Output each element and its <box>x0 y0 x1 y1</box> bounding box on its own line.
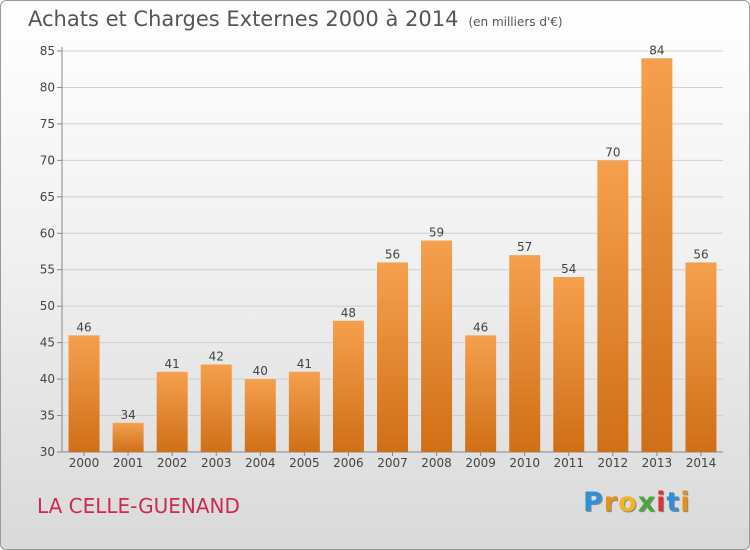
bar-value-label: 46 <box>76 320 91 334</box>
bar-value-label: 84 <box>649 43 664 57</box>
chart-title-text: Achats et Charges Externes 2000 à 2014 <box>28 7 459 31</box>
bar <box>332 320 364 452</box>
y-tick-label: 75 <box>40 117 55 131</box>
y-tick-label: 85 <box>40 44 55 58</box>
bar-value-label: 34 <box>120 408 135 422</box>
logo-letter: o <box>618 487 638 518</box>
y-tick-label: 35 <box>40 409 55 423</box>
bar <box>553 277 585 452</box>
x-tick-label: 2011 <box>553 456 584 470</box>
logo-letter: x <box>637 487 657 518</box>
x-tick-label: 2013 <box>642 456 673 470</box>
bar <box>156 371 188 452</box>
bar-value-label: 70 <box>605 145 620 159</box>
y-tick-label: 65 <box>40 190 55 204</box>
bar-value-label: 59 <box>429 226 444 240</box>
bar-value-label: 41 <box>165 357 180 371</box>
bar-value-label: 46 <box>473 320 488 334</box>
y-tick-label: 50 <box>40 299 55 313</box>
bar <box>377 262 408 452</box>
logo-letter: r <box>603 487 619 518</box>
y-tick-label: 55 <box>40 263 55 277</box>
x-tick-label: 2008 <box>421 456 452 470</box>
bar-value-label: 42 <box>209 350 224 364</box>
bar-value-label: 41 <box>297 357 312 371</box>
x-tick-label: 2014 <box>686 456 717 470</box>
bar-value-label: 57 <box>517 240 532 254</box>
x-tick-label: 2000 <box>69 456 100 470</box>
bar <box>597 160 629 452</box>
x-tick-label: 2004 <box>245 456 276 470</box>
bar <box>509 255 541 452</box>
x-tick-label: 2010 <box>509 456 540 470</box>
y-tick-label: 40 <box>40 372 55 386</box>
bar <box>112 422 144 452</box>
bar-value-label: 56 <box>385 247 400 261</box>
x-tick-label: 2002 <box>157 456 188 470</box>
commune-name: LA CELLE-GUENAND <box>37 494 240 518</box>
y-tick-label: 60 <box>40 226 55 240</box>
bar <box>244 379 276 452</box>
chart-subtitle: (en milliers d'€) <box>468 15 563 29</box>
bar-value-label: 54 <box>561 262 576 276</box>
logo-letter: P <box>583 487 604 518</box>
logo-letter: t <box>666 487 681 518</box>
bar-value-label: 56 <box>693 247 708 261</box>
x-tick-label: 2001 <box>113 456 144 470</box>
bar-value-label: 40 <box>253 364 268 378</box>
x-tick-label: 2003 <box>201 456 232 470</box>
y-tick-label: 30 <box>40 445 55 459</box>
bar <box>685 262 717 452</box>
logo-letter: i <box>656 487 667 518</box>
bar-value-label: 48 <box>341 306 356 320</box>
x-tick-label: 2007 <box>377 456 408 470</box>
chart-title: Achats et Charges Externes 2000 à 2014 (e… <box>28 7 563 31</box>
bar <box>465 335 497 452</box>
bar <box>421 240 453 452</box>
x-tick-label: 2009 <box>465 456 496 470</box>
bar <box>68 335 100 452</box>
bar <box>200 364 232 452</box>
x-tick-label: 2006 <box>333 456 364 470</box>
y-tick-label: 80 <box>40 80 55 94</box>
proxiti-logo: Proxiti <box>583 487 691 518</box>
y-tick-label: 45 <box>40 336 55 350</box>
logo-letter: i <box>680 487 691 518</box>
x-tick-label: 2012 <box>598 456 629 470</box>
y-tick-label: 70 <box>40 153 55 167</box>
bar <box>288 371 320 452</box>
x-tick-label: 2005 <box>289 456 320 470</box>
bar <box>641 58 673 453</box>
